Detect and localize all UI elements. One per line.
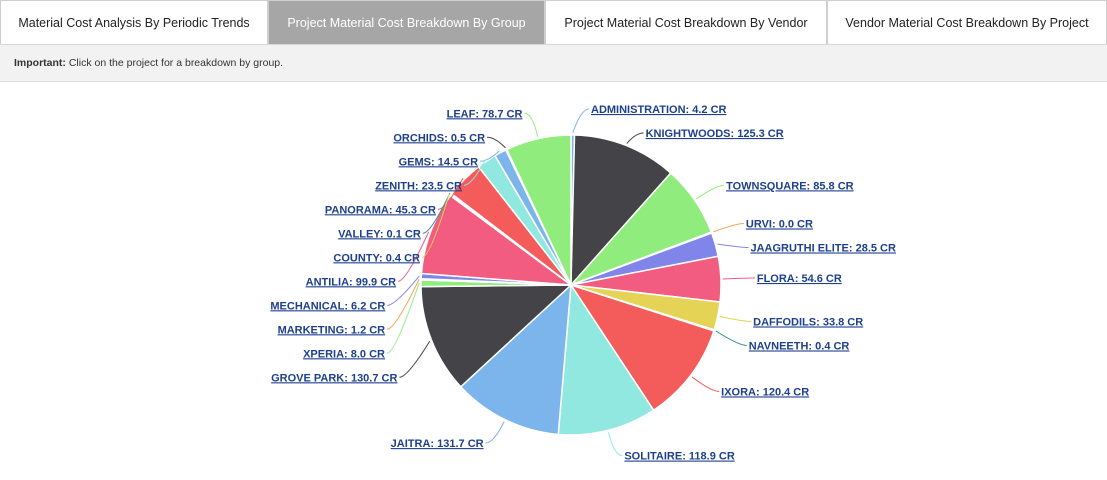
pie-slice-knightwoods[interactable] xyxy=(570,134,672,288)
connector-jaitra xyxy=(485,421,505,444)
connector-leaf xyxy=(524,112,539,137)
tab-breakdown-by-group[interactable]: Project Material Cost Breakdown By Group xyxy=(268,0,545,44)
connector-urvi xyxy=(713,222,744,233)
data-label-marketing[interactable]: MARKETING: 1.2 CR xyxy=(278,324,386,336)
pie-slice-ixora[interactable] xyxy=(569,283,715,412)
data-label-county[interactable]: COUNTY: 0.4 CR xyxy=(333,252,420,264)
pie-slices xyxy=(420,134,722,436)
data-label-leaf[interactable]: LEAF: 78.7 CR xyxy=(447,108,523,120)
connector-navneeth xyxy=(715,330,747,346)
tab-periodic-trends[interactable]: Material Cost Analysis By Periodic Trend… xyxy=(0,0,268,44)
connector-administration xyxy=(572,108,590,134)
data-label-navneeth[interactable]: NAVNEETH: 0.4 CR xyxy=(749,340,850,352)
connector-xperia xyxy=(386,283,420,354)
connector-grove-park xyxy=(399,340,431,378)
data-label-knightwoods[interactable]: KNIGHTWOODS: 125.3 CR xyxy=(646,128,784,140)
data-label-gems[interactable]: GEMS: 14.5 CR xyxy=(399,156,479,168)
data-label-daffodils[interactable]: DAFFODILS: 33.8 CR xyxy=(753,316,863,328)
data-label-urvi[interactable]: URVI: 0.0 CR xyxy=(746,218,813,230)
connector-marketing xyxy=(386,279,420,330)
connector-daffodils xyxy=(719,316,752,322)
pie-slice-antilia[interactable] xyxy=(420,194,574,286)
data-label-xperia[interactable]: XPERIA: 8.0 CR xyxy=(303,348,385,360)
connector-flora xyxy=(722,277,755,280)
pie-labels: ADMINISTRATION: 4.2 CR KNIGHTWOODS: 125.3… xyxy=(270,104,896,463)
important-notice: Important: Click on the project for a br… xyxy=(0,45,1107,82)
data-label-antilia[interactable]: ANTILIA: 99.9 CR xyxy=(306,276,397,288)
connector-panorama xyxy=(437,177,464,210)
data-label-flora[interactable]: FLORA: 54.6 CR xyxy=(757,273,842,285)
data-label-jaagruthi-elite[interactable]: JAAGRUTHI ELITE: 28.5 CR xyxy=(750,242,896,254)
notice-strong: Important: xyxy=(14,57,66,69)
pie-slice-solitaire[interactable] xyxy=(557,282,655,436)
connector-jaagruthi-elite xyxy=(717,243,749,248)
tab-bar: Material Cost Analysis By Periodic Trend… xyxy=(0,0,1107,45)
pie-slice-grove-park[interactable] xyxy=(420,284,573,388)
pie-slice-leaf[interactable] xyxy=(505,134,572,286)
pie-chart: ADMINISTRATION: 4.2 CR KNIGHTWOODS: 125.3… xyxy=(270,104,896,463)
connector-antilia xyxy=(397,231,430,282)
connector-townsquare xyxy=(696,184,725,200)
data-label-solitaire[interactable]: SOLITAIRE: 118.9 CR xyxy=(624,451,734,463)
data-label-townsquare[interactable]: TOWNSQUARE: 85.8 CR xyxy=(726,180,854,192)
connector-knightwoods xyxy=(626,132,644,144)
tab-vendor-by-project[interactable]: Vendor Material Cost Breakdown By Projec… xyxy=(827,0,1107,44)
data-label-administration[interactable]: ADMINISTRATION: 4.2 CR xyxy=(591,104,727,116)
data-label-mechanical[interactable]: MECHANICAL: 6.2 CR xyxy=(270,300,385,312)
data-label-zenith[interactable]: ZENITH: 23.5 CR xyxy=(375,180,462,192)
notice-text: Click on the project for a breakdown by … xyxy=(65,57,284,69)
connector-ixora xyxy=(691,376,720,392)
connector-valley xyxy=(422,192,451,234)
connector-gems xyxy=(480,150,500,162)
connector-county xyxy=(421,193,450,258)
pie-slice-jaitra[interactable] xyxy=(459,283,572,436)
data-label-panorama[interactable]: PANORAMA: 45.3 CR xyxy=(325,204,436,216)
data-label-orchids[interactable]: ORCHIDS: 0.5 CR xyxy=(393,132,485,144)
connector-mechanical xyxy=(387,275,420,306)
connector-orchids xyxy=(487,136,506,149)
connector-zenith xyxy=(463,159,486,186)
data-label-valley[interactable]: VALLEY: 0.1 CR xyxy=(338,228,421,240)
data-label-jaitra[interactable]: JAITRA: 131.7 CR xyxy=(391,438,484,450)
tab-breakdown-by-vendor[interactable]: Project Material Cost Breakdown By Vendo… xyxy=(545,0,827,44)
data-label-ixora[interactable]: IXORA: 120.4 CR xyxy=(721,386,809,398)
pie-connectors xyxy=(386,108,755,457)
connector-solitaire xyxy=(607,432,623,457)
data-label-grove-park[interactable]: GROVE PARK: 130.7 CR xyxy=(271,372,397,384)
